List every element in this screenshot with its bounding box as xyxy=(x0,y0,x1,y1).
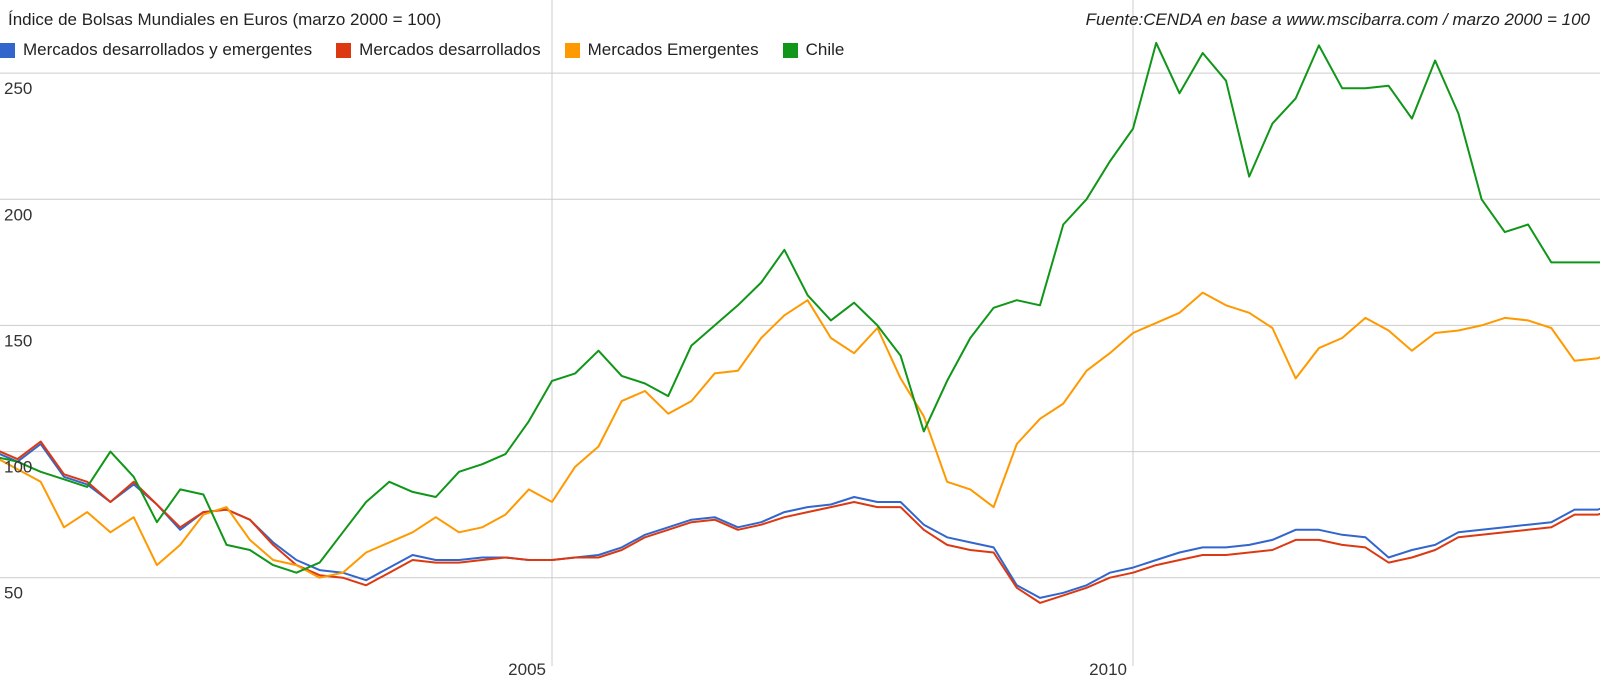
series-line-2 xyxy=(0,291,1600,579)
chart-source-note: Fuente:CENDA en base a www.mscibarra.com… xyxy=(1085,10,1590,29)
legend-item-series-1[interactable]: Mercados desarrollados xyxy=(336,40,541,60)
legend-label: Mercados desarrollados xyxy=(359,40,541,59)
legend-label: Chile xyxy=(805,40,845,59)
y-tick-label: 100 xyxy=(4,458,32,477)
legend-swatch xyxy=(0,42,15,58)
chart-title: Índice de Bolsas Mundiales en Euros (mar… xyxy=(8,10,442,29)
y-tick-label: 250 xyxy=(4,79,32,98)
x-tick-label: 2005 xyxy=(508,660,546,679)
y-tick-label: 150 xyxy=(4,331,32,350)
legend-item-series-2[interactable]: Mercados Emergentes xyxy=(564,40,759,60)
legend-swatch xyxy=(336,42,352,58)
series-lines xyxy=(0,41,1600,604)
series-line-1 xyxy=(0,440,1600,604)
tick-labels: 50 100 150 200 250 2005 2010 xyxy=(4,79,1127,679)
legend-swatch xyxy=(782,42,798,58)
y-tick-label: 200 xyxy=(4,205,32,224)
legend-label: Mercados desarrollados y emergentes xyxy=(23,40,313,59)
legend: Mercados desarrollados y emergentes Merc… xyxy=(0,38,868,62)
legend-label: Mercados Emergentes xyxy=(587,40,759,59)
y-tick-label: 50 xyxy=(4,584,23,603)
legend-item-series-3[interactable]: Chile xyxy=(782,40,845,60)
legend-swatch xyxy=(564,42,580,58)
x-tick-label: 2010 xyxy=(1089,660,1127,679)
series-line-0 xyxy=(0,443,1600,599)
series-line-3 xyxy=(0,41,1600,574)
legend-item-series-0[interactable]: Mercados desarrollados y emergentes xyxy=(0,40,312,60)
